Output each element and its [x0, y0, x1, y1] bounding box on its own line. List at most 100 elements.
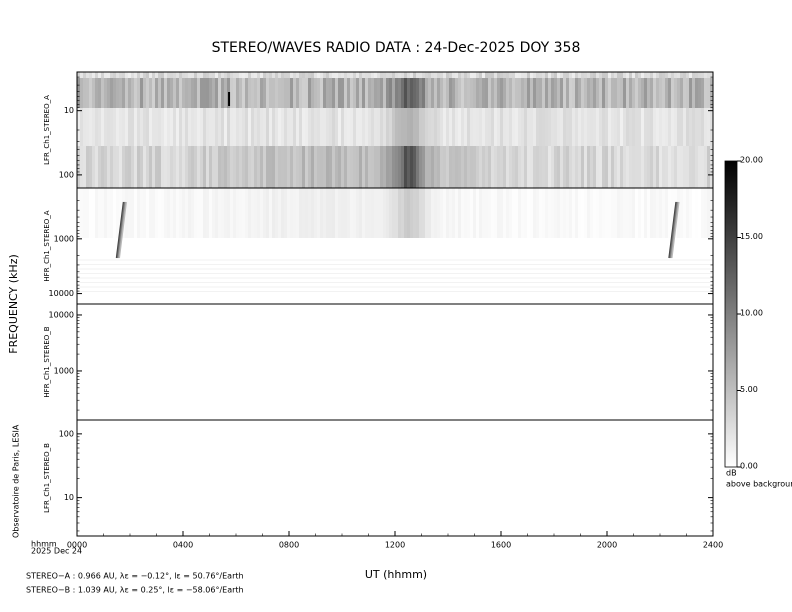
texture — [554, 188, 558, 238]
texture — [104, 78, 108, 108]
texture — [533, 146, 537, 188]
texture — [464, 72, 468, 78]
texture — [86, 188, 90, 238]
texture — [437, 72, 441, 78]
texture — [398, 78, 402, 108]
texture — [404, 72, 408, 78]
texture — [641, 108, 645, 146]
texture — [488, 188, 492, 238]
texture — [605, 78, 609, 108]
texture — [215, 78, 219, 108]
texture — [476, 72, 480, 78]
texture — [284, 188, 288, 238]
texture — [452, 146, 456, 188]
texture — [707, 108, 711, 146]
texture — [692, 108, 696, 146]
texture — [710, 146, 714, 188]
texture — [104, 188, 108, 238]
texture — [383, 72, 387, 78]
texture — [95, 146, 99, 188]
texture — [488, 146, 492, 188]
texture — [680, 188, 684, 238]
texture — [341, 72, 345, 78]
texture — [581, 78, 585, 108]
texture — [164, 188, 168, 238]
texture — [80, 78, 84, 108]
texture — [545, 188, 549, 238]
texture — [485, 72, 489, 78]
texture — [518, 146, 522, 188]
texture — [377, 146, 381, 188]
texture — [233, 108, 237, 146]
texture — [581, 188, 585, 238]
texture — [395, 78, 399, 108]
texture — [182, 146, 186, 188]
texture — [596, 72, 600, 78]
texture — [647, 78, 651, 108]
texture — [542, 78, 546, 108]
texture — [359, 108, 363, 146]
texture — [470, 72, 474, 78]
texture — [680, 146, 684, 188]
colorbar — [724, 160, 738, 468]
texture — [452, 108, 456, 146]
texture — [107, 72, 111, 78]
texture — [560, 188, 564, 238]
texture — [149, 72, 153, 78]
texture — [617, 188, 621, 238]
texture — [386, 146, 390, 188]
texture — [257, 188, 261, 238]
texture — [524, 108, 528, 146]
texture — [656, 188, 660, 238]
texture — [284, 108, 288, 146]
texture — [137, 188, 141, 238]
texture — [179, 78, 183, 108]
texture — [233, 146, 237, 188]
texture — [662, 146, 666, 188]
texture — [515, 108, 519, 146]
texture — [233, 78, 237, 108]
texture — [512, 72, 516, 78]
texture — [224, 146, 228, 188]
texture — [215, 72, 219, 78]
texture — [500, 188, 504, 238]
texture — [191, 108, 195, 146]
texture — [434, 78, 438, 108]
texture — [461, 78, 465, 108]
texture — [356, 108, 360, 146]
texture — [329, 146, 333, 188]
texture — [308, 146, 312, 188]
texture — [260, 78, 264, 108]
texture — [680, 72, 684, 78]
texture — [554, 78, 558, 108]
texture — [293, 72, 297, 78]
y-tick-label: 100 — [59, 170, 74, 179]
texture — [632, 146, 636, 188]
texture — [545, 146, 549, 188]
texture — [458, 146, 462, 188]
y-tick-label: 10000 — [49, 289, 74, 298]
texture — [608, 78, 612, 108]
texture — [548, 108, 552, 146]
texture — [239, 188, 243, 238]
texture — [224, 188, 228, 238]
texture — [368, 72, 372, 78]
texture — [506, 78, 510, 108]
texture — [215, 108, 219, 146]
texture — [80, 72, 84, 78]
texture — [281, 108, 285, 146]
texture — [389, 78, 393, 108]
texture — [611, 78, 615, 108]
texture — [290, 108, 294, 146]
texture — [506, 72, 510, 78]
texture — [689, 78, 693, 108]
texture — [602, 108, 606, 146]
texture — [119, 78, 123, 108]
texture — [167, 78, 171, 108]
texture — [476, 78, 480, 108]
texture — [107, 108, 111, 146]
texture — [266, 72, 270, 78]
texture — [179, 108, 183, 146]
texture — [629, 146, 633, 188]
texture — [329, 108, 333, 146]
